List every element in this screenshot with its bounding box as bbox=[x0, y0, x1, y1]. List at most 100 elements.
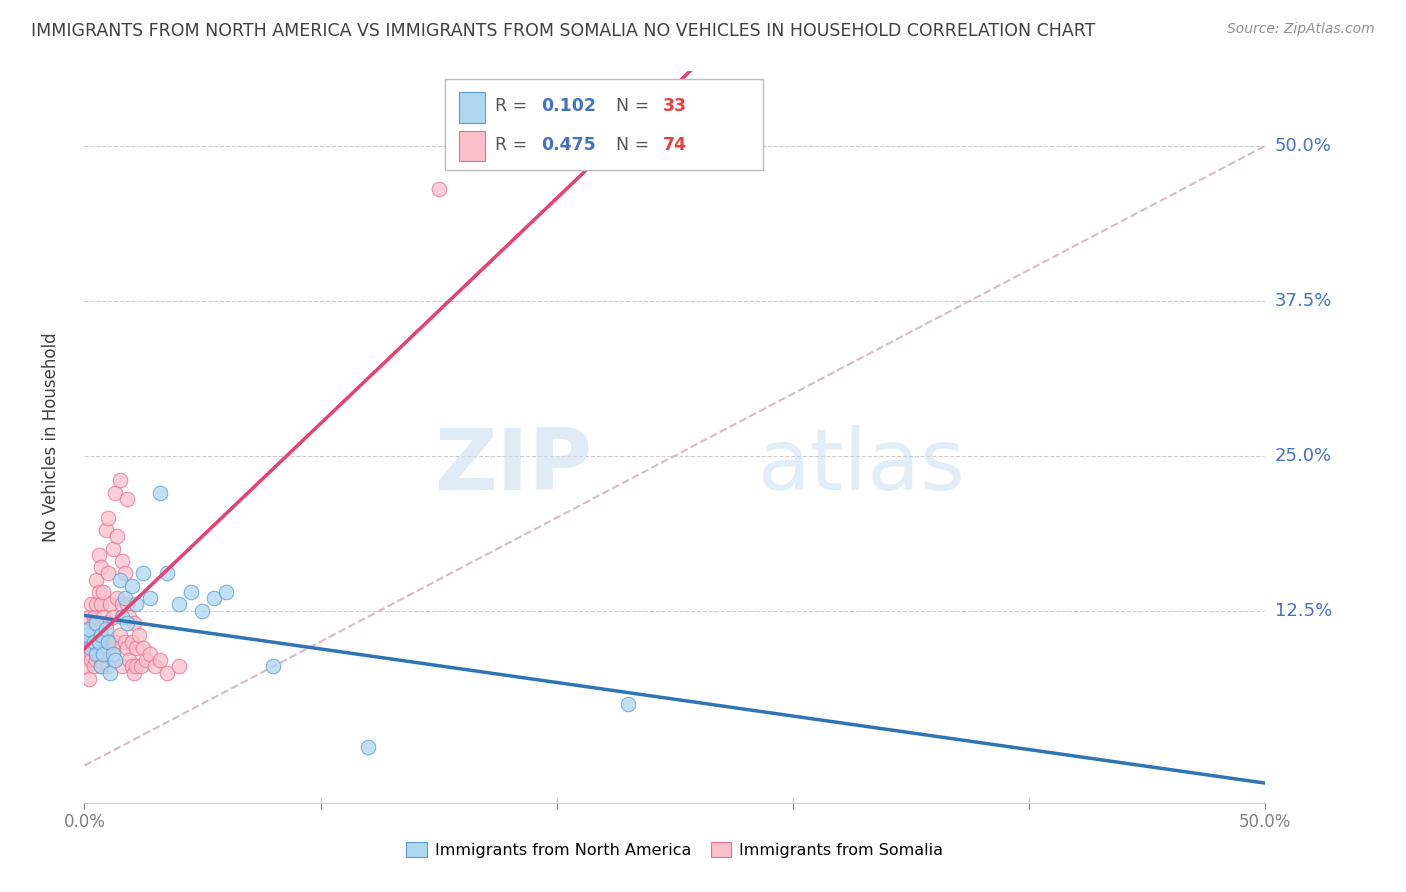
Point bbox=[167, 659, 190, 673]
Point bbox=[135, 653, 157, 667]
Point bbox=[80, 647, 103, 661]
Point bbox=[83, 640, 105, 655]
Point bbox=[101, 647, 124, 661]
Point bbox=[215, 585, 238, 599]
Point bbox=[143, 659, 166, 673]
Point bbox=[111, 598, 134, 612]
Point bbox=[101, 541, 124, 556]
Point bbox=[76, 640, 98, 655]
Point bbox=[80, 634, 103, 648]
Point bbox=[80, 598, 103, 612]
Point bbox=[97, 659, 120, 673]
Point bbox=[77, 647, 100, 661]
Text: Source: ZipAtlas.com: Source: ZipAtlas.com bbox=[1227, 22, 1375, 37]
Point bbox=[90, 659, 112, 673]
Point bbox=[98, 634, 121, 648]
Legend: Immigrants from North America, Immigrants from Somalia: Immigrants from North America, Immigrant… bbox=[399, 836, 950, 864]
Point bbox=[84, 615, 107, 630]
Point bbox=[118, 653, 141, 667]
Point bbox=[76, 659, 98, 673]
Point bbox=[121, 579, 143, 593]
Point bbox=[357, 739, 380, 754]
Point bbox=[111, 610, 134, 624]
Point bbox=[139, 647, 162, 661]
Text: atlas: atlas bbox=[758, 425, 966, 508]
Point bbox=[121, 634, 143, 648]
Point bbox=[104, 486, 127, 500]
Point bbox=[108, 573, 131, 587]
Point bbox=[111, 554, 134, 568]
Point bbox=[121, 659, 143, 673]
Point bbox=[94, 647, 117, 661]
Text: N =: N = bbox=[616, 97, 655, 115]
Point bbox=[84, 598, 107, 612]
Point bbox=[76, 634, 98, 648]
Point bbox=[97, 566, 120, 581]
Point bbox=[125, 640, 148, 655]
Point bbox=[118, 610, 141, 624]
Point bbox=[87, 548, 110, 562]
Point bbox=[77, 610, 100, 624]
Point bbox=[84, 653, 107, 667]
Point bbox=[167, 598, 190, 612]
Point bbox=[107, 529, 129, 543]
Point bbox=[84, 647, 107, 661]
Point bbox=[122, 665, 145, 680]
Point bbox=[87, 634, 110, 648]
Point bbox=[114, 566, 136, 581]
Text: 74: 74 bbox=[664, 136, 688, 154]
Point bbox=[83, 610, 105, 624]
Point bbox=[80, 640, 103, 655]
Point bbox=[87, 647, 110, 661]
Point bbox=[122, 615, 145, 630]
Text: R =: R = bbox=[495, 97, 533, 115]
Point bbox=[97, 634, 120, 648]
Point bbox=[115, 615, 138, 630]
Point bbox=[90, 560, 112, 574]
Point bbox=[128, 628, 150, 642]
Point bbox=[80, 628, 103, 642]
Point bbox=[97, 510, 120, 524]
Point bbox=[91, 585, 114, 599]
Text: 0.475: 0.475 bbox=[541, 136, 596, 154]
Point bbox=[180, 585, 202, 599]
Point bbox=[76, 628, 98, 642]
Text: 25.0%: 25.0% bbox=[1275, 447, 1331, 465]
Point bbox=[156, 665, 179, 680]
Point bbox=[83, 615, 105, 630]
Point bbox=[427, 182, 450, 196]
Text: 50.0%: 50.0% bbox=[1275, 136, 1331, 154]
FancyBboxPatch shape bbox=[458, 130, 485, 161]
Point bbox=[77, 622, 100, 636]
Point bbox=[115, 491, 138, 506]
Point bbox=[125, 598, 148, 612]
Point bbox=[108, 628, 131, 642]
FancyBboxPatch shape bbox=[444, 78, 763, 170]
Point bbox=[94, 615, 117, 630]
Point bbox=[77, 672, 100, 686]
Text: R =: R = bbox=[495, 136, 533, 154]
Point bbox=[98, 598, 121, 612]
Point bbox=[91, 610, 114, 624]
Text: IMMIGRANTS FROM NORTH AMERICA VS IMMIGRANTS FROM SOMALIA NO VEHICLES IN HOUSEHOL: IMMIGRANTS FROM NORTH AMERICA VS IMMIGRA… bbox=[31, 22, 1095, 40]
Point bbox=[90, 598, 112, 612]
Point bbox=[101, 610, 124, 624]
Point bbox=[87, 622, 110, 636]
Point bbox=[94, 622, 117, 636]
Point bbox=[156, 566, 179, 581]
Point bbox=[107, 591, 129, 606]
Point bbox=[101, 640, 124, 655]
Point bbox=[80, 653, 103, 667]
Text: N =: N = bbox=[616, 136, 655, 154]
Point bbox=[115, 598, 138, 612]
Point bbox=[114, 634, 136, 648]
Text: 0.102: 0.102 bbox=[541, 97, 596, 115]
Point bbox=[84, 634, 107, 648]
Point bbox=[94, 523, 117, 537]
Point bbox=[98, 665, 121, 680]
Point bbox=[91, 634, 114, 648]
Point bbox=[191, 604, 214, 618]
Point bbox=[77, 622, 100, 636]
Point bbox=[115, 640, 138, 655]
Point bbox=[90, 628, 112, 642]
